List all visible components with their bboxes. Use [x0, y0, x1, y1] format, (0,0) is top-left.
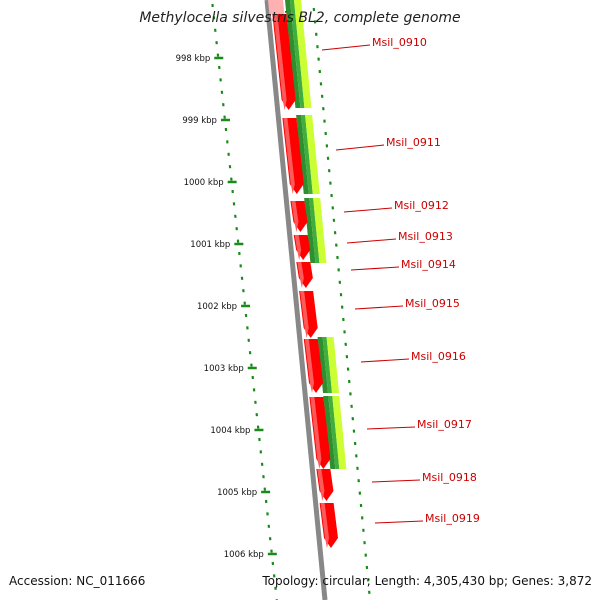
gene-label[interactable]: Msil_0911 [386, 136, 441, 149]
gene-labels: Msil_0910 Msil_0911 Msil_0912 Msil_0913 Msil… [322, 36, 480, 525]
gene-leader-line [361, 359, 409, 362]
scale-tick-label: 999 kbp [182, 116, 217, 126]
scale-tick-label: 1005 kbp [217, 488, 257, 498]
gene-label[interactable]: Msil_0913 [398, 230, 453, 243]
gene-leader-line [375, 521, 423, 523]
topology-text: Topology: circular; Length: 4,305,430 bp… [262, 574, 592, 588]
gene-leader-line [351, 267, 399, 270]
scale-tick-label: 1003 kbp [204, 364, 244, 374]
scale-tick-label: 1004 kbp [210, 426, 250, 436]
scale-tick-label: 998 kbp [176, 54, 211, 64]
gene-leader-line [336, 145, 384, 150]
scale-tick-label: 1006 kbp [224, 550, 264, 560]
scale-tick-label: 1001 kbp [190, 240, 230, 250]
gene-label[interactable]: Msil_0910 [372, 36, 427, 49]
gene-leader-line [344, 208, 392, 212]
scale-tick-label: 1000 kbp [184, 178, 224, 188]
gene-leader-line [322, 45, 370, 50]
accession-text: Accession: NC_011666 [9, 574, 145, 588]
gene-leader-line [372, 480, 420, 482]
gene-leader-line [347, 239, 396, 243]
gene-label[interactable]: Msil_0914 [401, 258, 456, 271]
gene-leader-line [367, 427, 415, 429]
gene-label[interactable]: Msil_0916 [411, 350, 466, 363]
gene-label[interactable]: Msil_0915 [405, 297, 460, 310]
scale-tick-label: 1002 kbp [197, 302, 237, 312]
gene-label[interactable]: Msil_0917 [417, 418, 472, 431]
gene-leader-line [355, 306, 403, 309]
gene-label[interactable]: Msil_0918 [422, 471, 477, 484]
page-title: Methylocella silvestris BL2, complete ge… [0, 10, 600, 26]
gene-label[interactable]: Msil_0919 [425, 512, 480, 525]
gene-label[interactable]: Msil_0912 [394, 199, 449, 212]
